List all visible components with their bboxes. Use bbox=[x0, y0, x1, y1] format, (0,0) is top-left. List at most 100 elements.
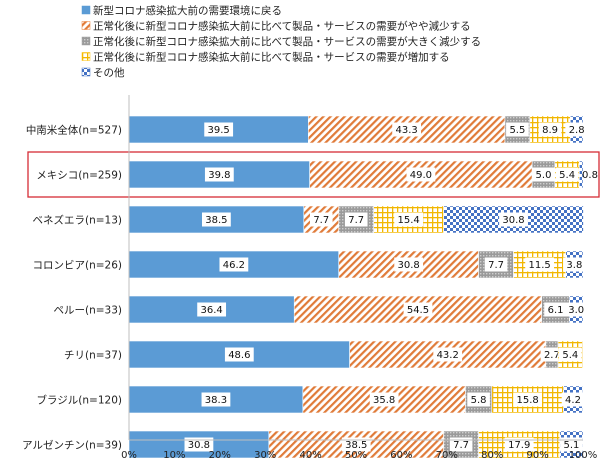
data-label: 43.2 bbox=[437, 350, 459, 361]
legend-label: 正常化後に新型コロナ感染拡大前に比べて製品・サービスの需要がやや減少する bbox=[93, 20, 471, 33]
data-label-bg bbox=[219, 257, 249, 272]
data-label: 17.9 bbox=[508, 440, 530, 451]
data-label: 11.5 bbox=[529, 260, 551, 271]
legend-label: 正常化後に新型コロナ感染拡大前に比べて製品・サービスの需要が大きく減少する bbox=[93, 35, 481, 48]
category-label: チリ(n=37) bbox=[64, 350, 122, 362]
legend-swatch bbox=[81, 67, 91, 77]
category-label: ベネズエラ(n=13) bbox=[32, 214, 122, 227]
data-label-bg bbox=[525, 257, 555, 272]
data-label: 5.4 bbox=[562, 350, 578, 361]
data-label-bg bbox=[532, 167, 555, 182]
data-label-bg bbox=[184, 437, 214, 452]
data-label-bg bbox=[201, 212, 231, 227]
data-label: 15.8 bbox=[516, 395, 538, 406]
x-tick-label: 30% bbox=[254, 450, 276, 461]
data-label: 30.8 bbox=[398, 260, 420, 271]
x-tick-label: 0% bbox=[121, 450, 137, 461]
legend-swatch bbox=[81, 52, 91, 61]
legend-swatch bbox=[81, 21, 91, 30]
data-label: 5.1 bbox=[563, 440, 579, 451]
data-label-bg bbox=[309, 212, 333, 227]
data-label: 5.4 bbox=[559, 170, 575, 181]
data-label-bg bbox=[403, 302, 433, 317]
x-tick-label: 60% bbox=[390, 450, 412, 461]
data-label: 30.8 bbox=[502, 215, 524, 226]
data-label: 7.7 bbox=[453, 440, 469, 451]
bars: 中南米全体(n=527) 39.5 43.3 5.5 8.9 2.8 メキシコ(n=259)… bbox=[22, 115, 598, 459]
data-label: 8.9 bbox=[542, 125, 558, 136]
data-label: 54.5 bbox=[407, 305, 429, 316]
data-label-bg bbox=[224, 347, 254, 362]
data-label: 2.8 bbox=[569, 125, 585, 136]
x-tick-label: 10% bbox=[163, 450, 185, 461]
legend: 新型コロナ感染拡大前の需要環境に戻る正常化後に新型コロナ感染拡大前に比べて製品・… bbox=[81, 4, 481, 79]
x-tick-label: 20% bbox=[209, 450, 231, 461]
data-label-bg bbox=[197, 302, 227, 317]
data-label-bg bbox=[560, 437, 583, 452]
data-label: 7.7 bbox=[488, 260, 504, 271]
category-label: ペルー(n=33) bbox=[53, 305, 122, 317]
data-label: 46.2 bbox=[223, 260, 245, 271]
data-label-bg bbox=[506, 122, 529, 137]
legend-label: 正常化後に新型コロナ感染拡大前に比べて製品・サービスの需要が増加する bbox=[93, 51, 450, 64]
data-label-bg bbox=[344, 212, 368, 227]
data-label: 0.8 bbox=[582, 170, 598, 181]
data-label: 7.7 bbox=[313, 215, 329, 226]
data-label: 35.8 bbox=[373, 395, 395, 406]
category-label: 中南米全体(n=527) bbox=[26, 124, 122, 137]
data-label-bg bbox=[433, 347, 463, 362]
data-label-bg bbox=[513, 392, 543, 407]
data-label-bg bbox=[369, 392, 399, 407]
x-tick-label: 90% bbox=[526, 450, 548, 461]
x-tick-label: 80% bbox=[481, 450, 503, 461]
category-label: メキシコ(n=259) bbox=[36, 170, 122, 182]
legend-label: 新型コロナ感染拡大前の需要環境に戻る bbox=[93, 4, 282, 17]
data-label-bg bbox=[484, 257, 508, 272]
data-label: 7.7 bbox=[348, 215, 364, 226]
data-label-bg bbox=[406, 167, 436, 182]
data-label-bg bbox=[538, 122, 562, 137]
x-tick-label: 50% bbox=[345, 450, 367, 461]
x-tick-label: 100% bbox=[569, 450, 598, 461]
highlight-rect bbox=[27, 151, 600, 198]
data-label-bg bbox=[394, 212, 424, 227]
data-label: 4.2 bbox=[565, 395, 581, 406]
data-label-bg bbox=[561, 392, 585, 407]
data-label: 30.8 bbox=[188, 440, 210, 451]
category-label: コロンビア(n=26) bbox=[32, 260, 122, 272]
data-label-bg bbox=[204, 122, 234, 137]
data-label: 39.8 bbox=[208, 170, 230, 181]
data-label: 38.5 bbox=[345, 440, 367, 451]
bar-segment bbox=[128, 115, 309, 144]
data-label-bg bbox=[394, 257, 424, 272]
data-label-bg bbox=[544, 302, 567, 317]
data-label-bg bbox=[341, 437, 371, 452]
data-label-bg bbox=[499, 212, 528, 227]
data-label-bg bbox=[449, 437, 473, 452]
data-label-bg bbox=[504, 437, 534, 452]
data-label: 38.3 bbox=[205, 395, 227, 406]
legend-swatch bbox=[81, 36, 91, 46]
data-label: 49.0 bbox=[410, 170, 432, 181]
data-label-bg bbox=[540, 347, 564, 362]
data-label: 38.5 bbox=[205, 215, 227, 226]
data-label: 5.5 bbox=[509, 125, 525, 136]
legend-swatch bbox=[81, 5, 91, 15]
data-label-bg bbox=[204, 167, 234, 182]
x-axis: 0% 10% 20% 30% 40% 50% 60% 70% 80% 90% 100% bbox=[121, 95, 597, 461]
data-label-bg bbox=[564, 302, 588, 317]
data-label-bg bbox=[201, 392, 231, 407]
data-label: 5.8 bbox=[471, 395, 487, 406]
data-label: 48.6 bbox=[228, 350, 250, 361]
category-label: アルゼンチン(n=39) bbox=[22, 440, 122, 452]
x-tick-label: 70% bbox=[436, 450, 458, 461]
data-label: 15.4 bbox=[398, 215, 420, 226]
data-label: 6.1 bbox=[548, 305, 564, 316]
x-tick-label: 40% bbox=[299, 450, 321, 461]
data-label-bg bbox=[558, 347, 582, 362]
data-label-bg bbox=[563, 257, 586, 272]
data-label: 39.5 bbox=[208, 125, 230, 136]
data-label: 5.0 bbox=[536, 170, 552, 181]
data-label: 3.0 bbox=[568, 305, 584, 316]
